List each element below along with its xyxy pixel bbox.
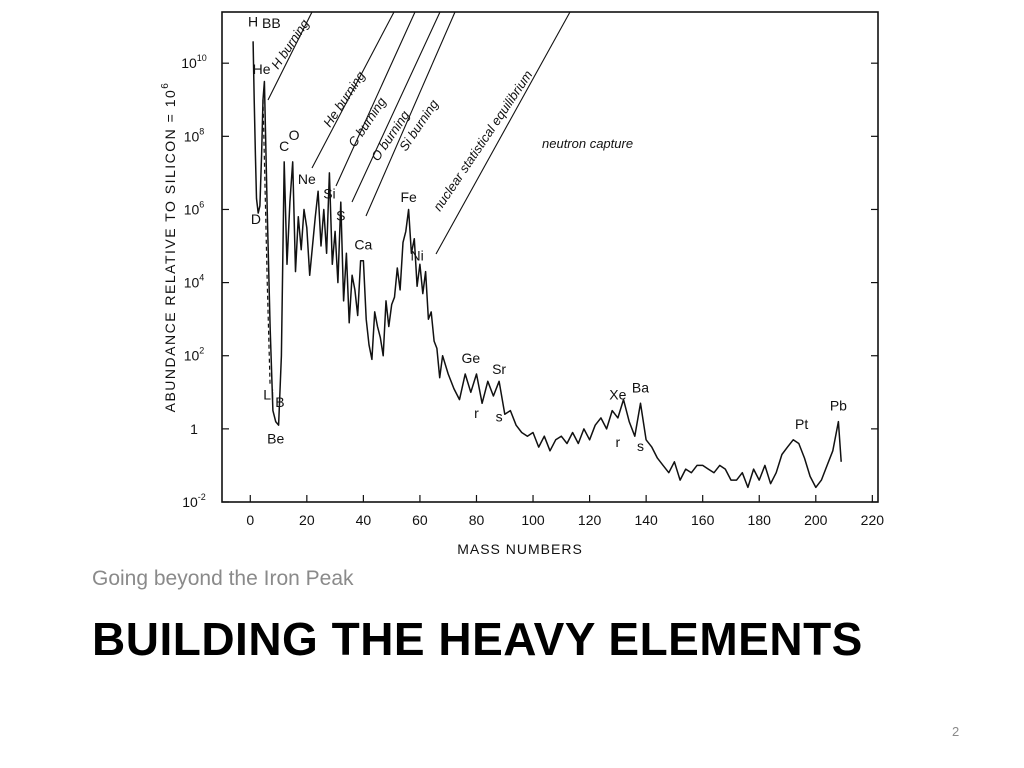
x-tick-label: 180 — [748, 512, 772, 528]
x-tick-label: 80 — [469, 512, 485, 528]
element-label: Ca — [354, 237, 372, 253]
element-label: Si — [323, 185, 335, 201]
element-label: S — [336, 207, 345, 223]
x-tick-label: 140 — [634, 512, 658, 528]
x-tick-label: 160 — [691, 512, 715, 528]
element-label: s — [496, 409, 503, 425]
element-label: Fe — [400, 189, 417, 205]
element-label: He — [253, 61, 271, 77]
burning-zone-boundary — [335, 11, 416, 187]
burning-zone-boundary — [267, 11, 313, 101]
slide-title: BUILDING THE HEAVY ELEMENTS — [92, 613, 863, 665]
y-tick-label: 108 — [184, 126, 205, 144]
abundance-curve — [252, 41, 842, 489]
y-tick-label: 1010 — [181, 53, 207, 71]
x-tick-label: 0 — [246, 512, 254, 528]
x-tick-label: 200 — [804, 512, 828, 528]
page-number: 2 — [952, 724, 960, 739]
element-label: Xe — [609, 387, 626, 403]
chart-annotation: BB — [262, 15, 281, 31]
element-label: Ni — [410, 248, 423, 264]
element-label: r — [474, 405, 479, 421]
element-label: Sr — [492, 361, 506, 377]
element-label: B — [275, 394, 284, 410]
element-label: C — [279, 138, 289, 154]
x-tick-label: 220 — [861, 512, 885, 528]
element-label: Ba — [632, 379, 649, 395]
y-tick-label: 104 — [184, 273, 205, 291]
element-label: r — [616, 434, 621, 450]
burning-zone-boundary — [435, 11, 571, 255]
x-tick-label: 120 — [578, 512, 602, 528]
x-tick-label: 40 — [356, 512, 372, 528]
y-tick-label: 10-2 — [182, 492, 206, 510]
element-label: Li — [263, 387, 274, 403]
y-tick-label: 102 — [184, 346, 205, 364]
element-label: O — [289, 127, 300, 143]
chart-annotation: nuclear statistical equilibrium — [430, 67, 535, 213]
light-element-dashed-curve — [262, 99, 271, 386]
element-label: Ge — [461, 350, 480, 366]
chart-annotation: neutron capture — [542, 136, 633, 151]
element-label: Pb — [830, 398, 847, 414]
abundance-chart: 0 20 40 60 80 100 120 140 160 180 200 220 10-2 1 102 10… — [150, 0, 910, 570]
x-axis-label: MASS NUMBERS — [457, 541, 583, 557]
x-tick-label: 100 — [521, 512, 545, 528]
element-label: Pt — [795, 416, 808, 432]
y-axis-label: ABUNDANCE RELATIVE TO SILICON = 106 — [160, 82, 178, 413]
y-tick-label: 1 — [190, 421, 198, 437]
plot-frame — [221, 11, 879, 503]
slide-subtitle: Going beyond the Iron Peak — [92, 567, 354, 590]
element-label: H — [248, 14, 258, 30]
element-label: s — [637, 438, 644, 454]
y-tick-label: 106 — [184, 199, 205, 217]
element-label: D — [251, 211, 261, 227]
burning-zone-boundary — [311, 11, 395, 169]
burning-zone-boundary — [351, 11, 441, 203]
element-label: Be — [267, 430, 284, 446]
x-tick-label: 60 — [412, 512, 428, 528]
x-tick-label: 20 — [299, 512, 315, 528]
element-label: Ne — [298, 171, 316, 187]
burning-zone-boundary — [365, 11, 456, 217]
